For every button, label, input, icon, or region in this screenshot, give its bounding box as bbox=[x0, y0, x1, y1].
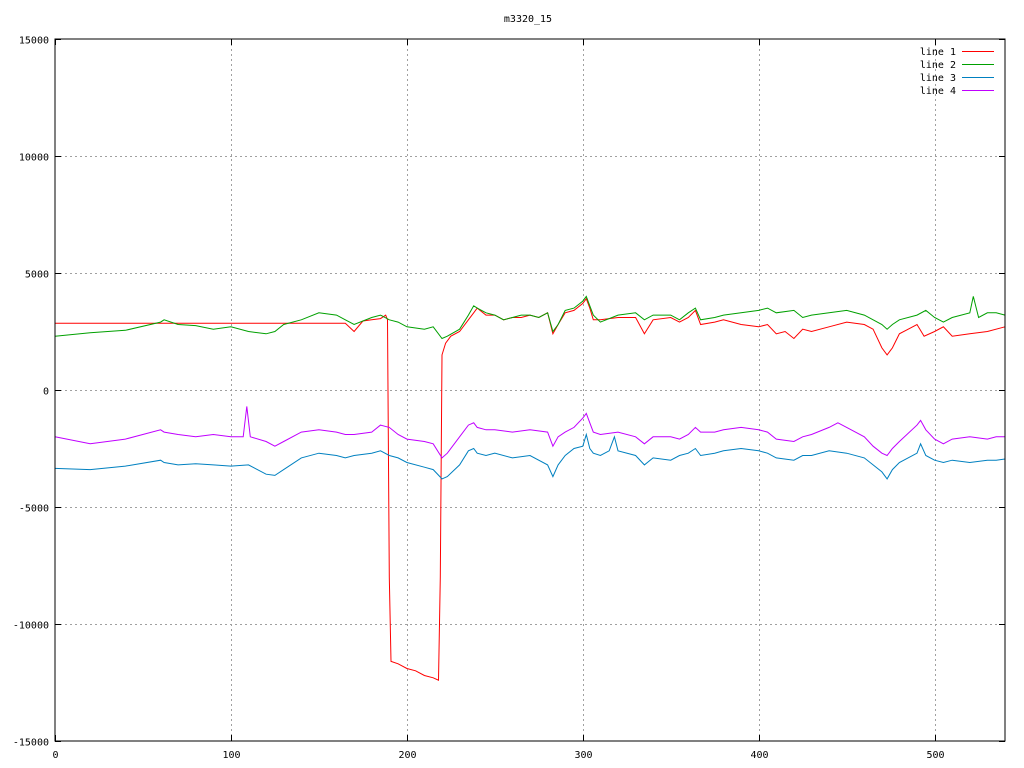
grid-lines bbox=[55, 39, 1005, 741]
legend-label: line 2 bbox=[920, 60, 956, 71]
series-line-1 bbox=[55, 297, 1006, 681]
series-line-3 bbox=[54, 432, 1006, 480]
x-tick-label: 0 bbox=[52, 750, 58, 761]
y-tick-label: -10000 bbox=[13, 621, 49, 632]
chart-title: m3320_15 bbox=[504, 14, 552, 25]
y-tick-label: 10000 bbox=[19, 153, 49, 164]
x-tick-label: 200 bbox=[398, 750, 416, 761]
y-tick-label: 0 bbox=[43, 387, 49, 398]
series-line-4 bbox=[54, 406, 1005, 459]
x-tick-label: 500 bbox=[926, 750, 944, 761]
series-layer bbox=[54, 295, 1006, 681]
legend-label: line 4 bbox=[920, 86, 956, 97]
x-tick-label: 100 bbox=[222, 750, 240, 761]
y-tick-label: 5000 bbox=[25, 270, 49, 281]
axis-ticks: 0 100 200 300 400 500 -15000 -10000 -5000 0 5000 10… bbox=[13, 36, 1005, 761]
legend-label: line 3 bbox=[920, 73, 956, 84]
series-line-2 bbox=[54, 295, 1006, 340]
y-tick-label: 15000 bbox=[19, 36, 49, 47]
x-tick-label: 300 bbox=[574, 750, 592, 761]
y-tick-label: -5000 bbox=[19, 504, 49, 515]
x-tick-label: 400 bbox=[750, 750, 768, 761]
y-tick-label: -15000 bbox=[13, 738, 49, 749]
legend-label: line 1 bbox=[920, 47, 956, 58]
legend: line 1 line 2 line 3 line 4 bbox=[920, 47, 994, 97]
